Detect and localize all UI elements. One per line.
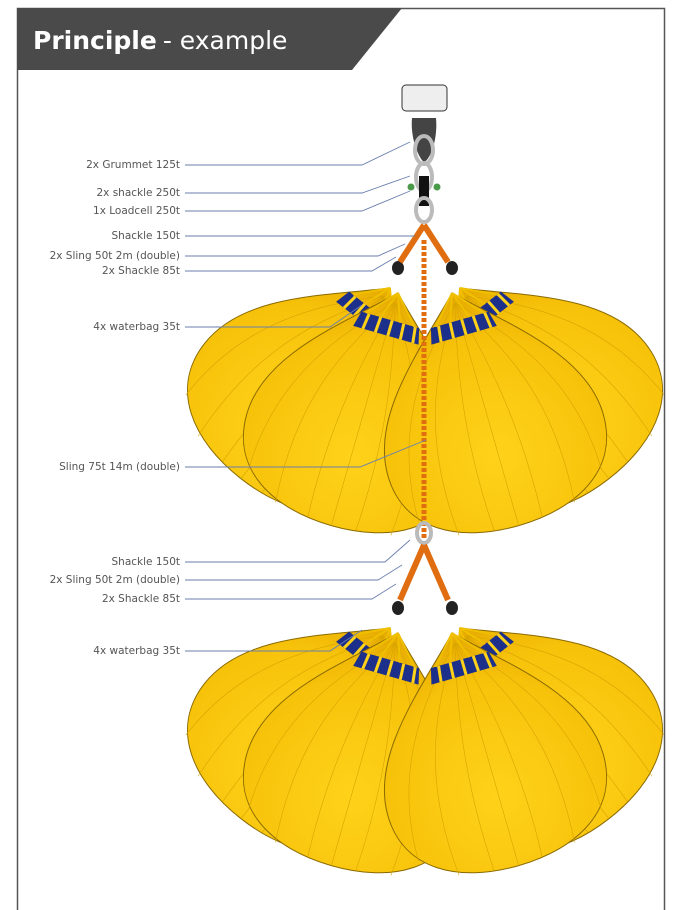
page: Principle- example 2x Grummet 125t 2x sha… (0, 0, 681, 910)
label: Sling 75t 14m (double) (59, 461, 180, 473)
leader-line (185, 142, 410, 165)
leader-line (185, 176, 410, 193)
label: 2x Sling 50t 2m (double) (50, 250, 180, 262)
label: 2x shackle 250t (96, 187, 180, 199)
label: 2x Shackle 85t (102, 265, 180, 277)
leader-line (185, 584, 396, 599)
leader-line (185, 565, 402, 580)
leader-line (185, 244, 405, 256)
label: Shackle 150t (112, 556, 180, 568)
rigging (153, 85, 681, 896)
header-subtitle: - example (163, 26, 288, 55)
label: 2x Shackle 85t (102, 593, 180, 605)
leader-line (185, 540, 410, 562)
leader-line (185, 257, 396, 271)
label: 2x Sling 50t 2m (double) (50, 574, 180, 586)
label: 4x waterbag 35t (93, 321, 180, 333)
header-title: Principle (33, 26, 157, 55)
label: 2x Grummet 125t (86, 159, 180, 171)
label: Shackle 150t (112, 230, 180, 242)
label: 4x waterbag 35t (93, 645, 180, 657)
label: 1x Loadcell 250t (93, 205, 180, 217)
leader-line (185, 191, 410, 211)
